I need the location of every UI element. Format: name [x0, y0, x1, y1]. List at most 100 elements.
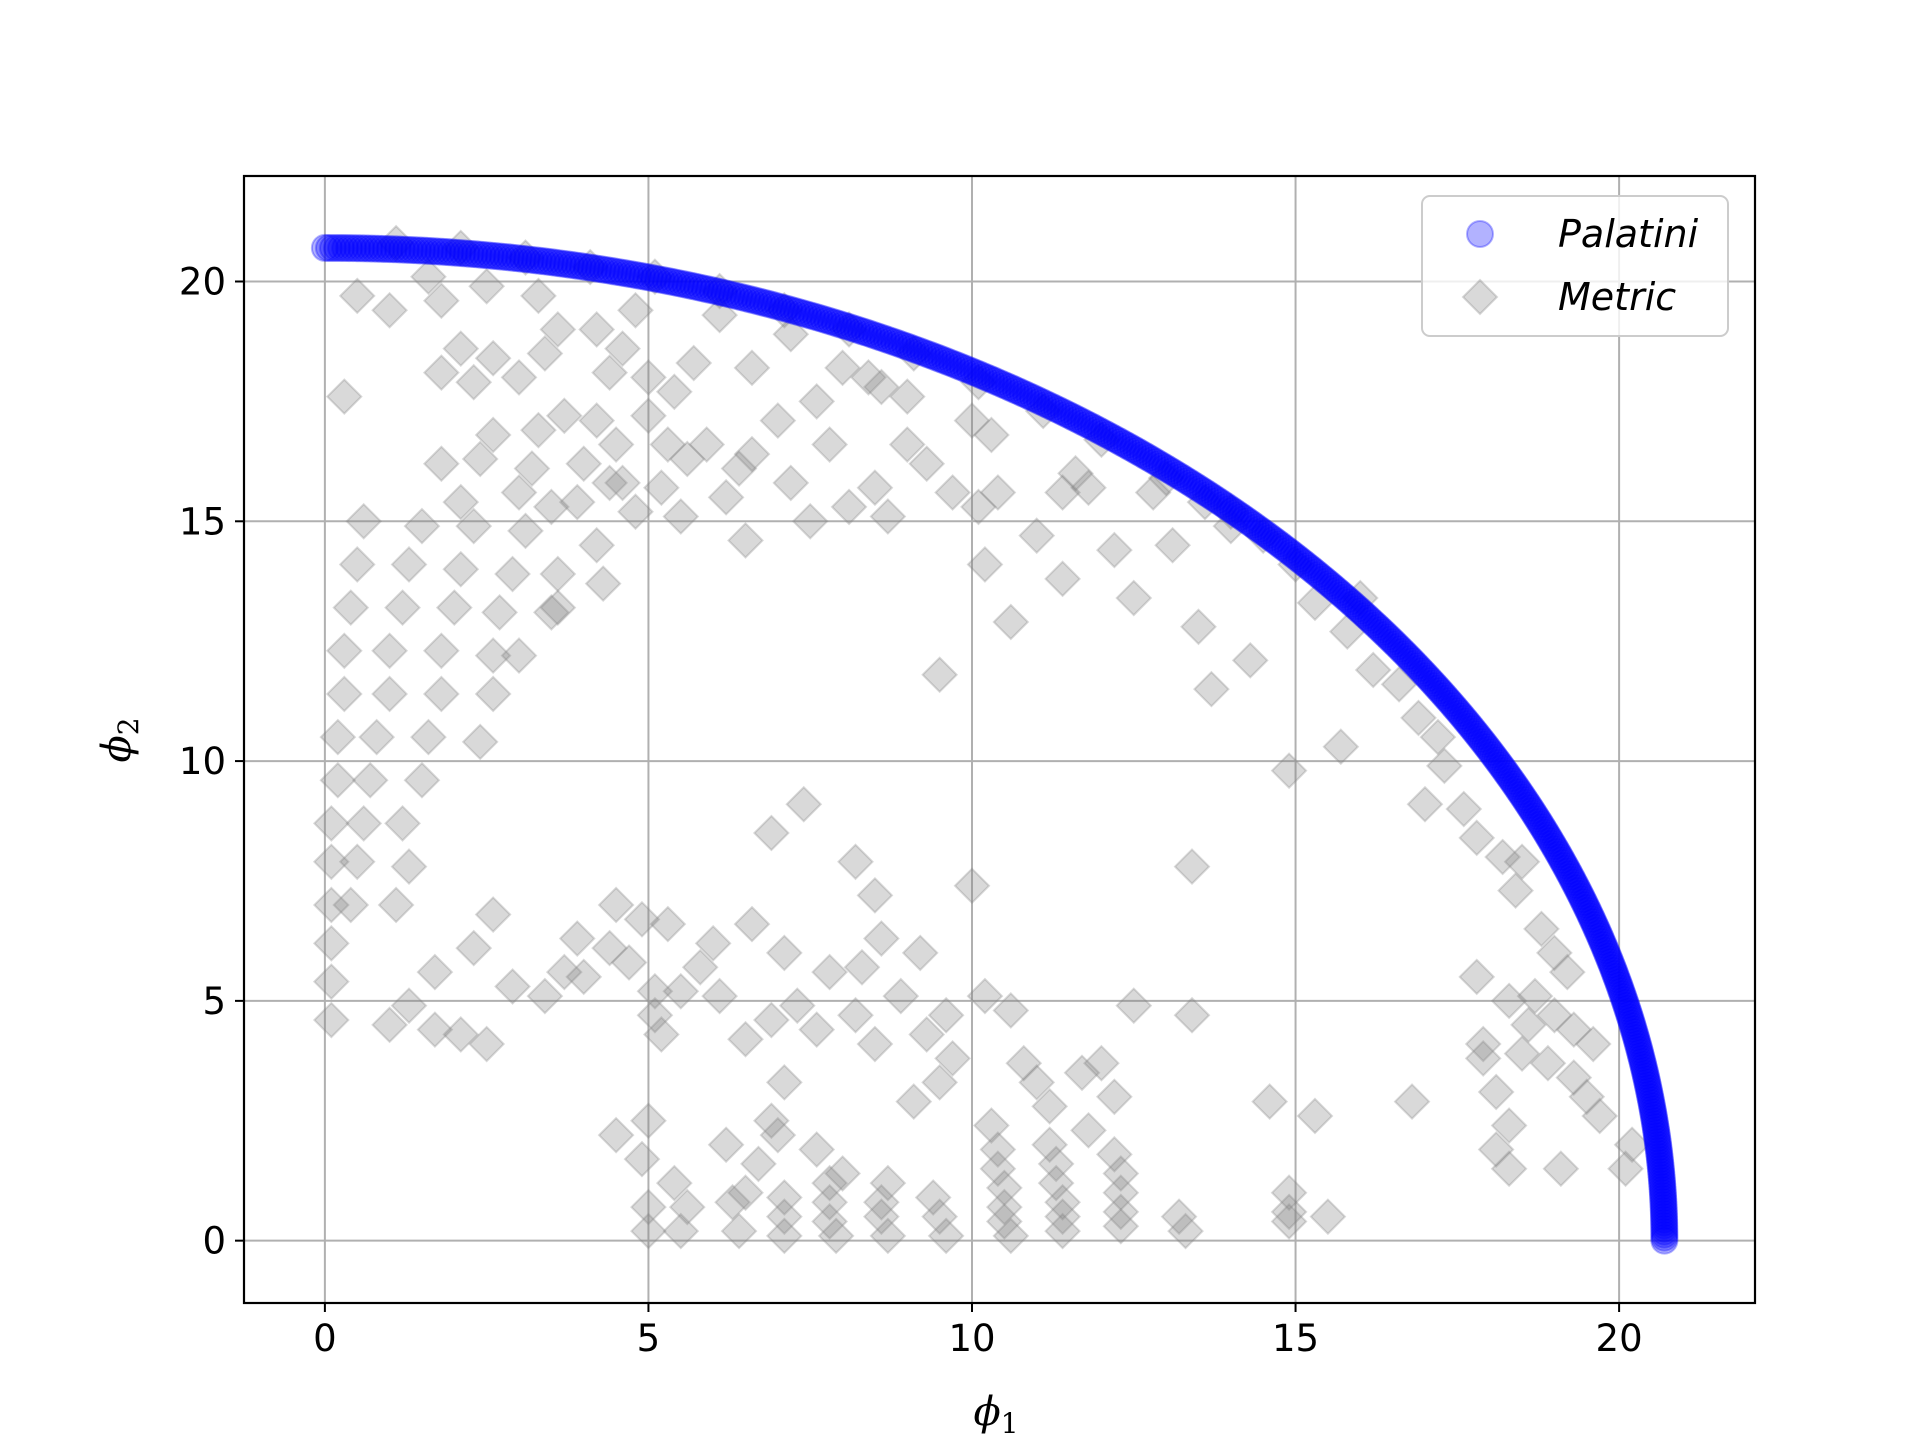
palatini-point: [331, 234, 360, 263]
palatini-point: [592, 256, 621, 285]
palatini-point: [1555, 859, 1584, 888]
palatini-point: [1092, 420, 1121, 449]
palatini-point: [1594, 942, 1623, 971]
metric-point: [992, 603, 1030, 641]
metric-point: [371, 632, 409, 670]
metric-point: [778, 987, 816, 1025]
palatini-point: [1452, 707, 1481, 736]
palatini-point: [1632, 1065, 1661, 1094]
palatini-point: [1575, 899, 1604, 928]
metric-point: [733, 435, 771, 473]
palatini-point: [1122, 436, 1151, 465]
palatini-point: [721, 281, 750, 310]
palatini-point: [1414, 664, 1443, 693]
metric-point: [1535, 996, 1573, 1034]
palatini-point: [1554, 857, 1583, 886]
palatini-point: [963, 359, 992, 388]
metric-point: [384, 805, 421, 842]
metric-point: [1057, 454, 1094, 492]
metric-point: [377, 224, 415, 262]
palatini-point: [1492, 759, 1521, 788]
metric-point: [1031, 1087, 1069, 1125]
palatini-point: [1466, 725, 1495, 754]
metric-point: [992, 1217, 1030, 1255]
metric-point: [720, 1212, 758, 1250]
palatini-point: [763, 292, 792, 321]
palatini-point: [1608, 979, 1637, 1008]
palatini-point: [1480, 743, 1509, 772]
palatini-point: [1265, 530, 1294, 559]
metric-point: [934, 474, 971, 511]
palatini-point: [1584, 919, 1613, 948]
metric-point: [1212, 493, 1250, 531]
metric-point: [403, 761, 441, 799]
palatini-point: [604, 258, 633, 287]
palatini-point: [1052, 400, 1081, 429]
palatini-point: [1032, 390, 1061, 419]
palatini-point: [1018, 383, 1047, 412]
metric-point: [312, 886, 350, 924]
palatini-point: [1008, 379, 1037, 408]
metric-point: [591, 464, 629, 502]
palatini-point: [1245, 515, 1274, 544]
palatini-point: [1633, 1068, 1662, 1097]
metric-point: [1037, 1145, 1075, 1183]
palatini-point: [343, 234, 372, 263]
metric-point: [934, 1040, 971, 1077]
metric-point: [630, 1188, 667, 1226]
palatini-point: [359, 234, 388, 263]
palatini-point: [1620, 1017, 1649, 1046]
metric-point: [377, 886, 415, 924]
palatini-point: [1338, 590, 1367, 619]
metric-point: [390, 987, 428, 1025]
palatini-point: [1309, 565, 1338, 594]
palatini-point: [432, 238, 461, 267]
palatini-point: [756, 290, 785, 319]
palatini-point: [318, 233, 347, 262]
palatini-point: [351, 234, 380, 263]
metric-point: [1063, 1054, 1101, 1092]
metric-point: [630, 359, 667, 396]
palatini-point: [1642, 1118, 1671, 1147]
palatini-point: [1630, 1056, 1659, 1085]
metric-point: [338, 546, 376, 583]
metric-point: [798, 382, 836, 420]
palatini-point: [824, 309, 853, 338]
metric-point: [1484, 838, 1522, 876]
palatini-point: [1059, 403, 1088, 432]
palatini-point: [608, 258, 637, 287]
palatini-point: [1590, 933, 1619, 962]
palatini-point: [1474, 735, 1503, 764]
palatini-point: [456, 239, 485, 268]
metric-point: [526, 335, 564, 372]
metric-point: [1419, 718, 1457, 756]
metric-point: [1024, 392, 1062, 430]
palatini-point: [375, 235, 404, 264]
metric-point: [649, 905, 687, 943]
metric-point: [850, 359, 887, 396]
palatini-point: [1349, 599, 1378, 628]
palatini-point: [835, 313, 864, 342]
palatini-point: [1650, 1211, 1679, 1240]
palatini-point: [1343, 594, 1372, 623]
metric-point: [1555, 1011, 1593, 1049]
palatini-point: [1428, 679, 1457, 708]
palatini-point: [371, 234, 400, 263]
palatini-point: [1540, 832, 1569, 861]
metric-point: [558, 483, 596, 521]
palatini-point: [987, 369, 1016, 398]
palatini-point: [1635, 1079, 1664, 1108]
palatini-point: [1528, 813, 1557, 842]
palatini-point: [540, 248, 569, 277]
palatini-point: [850, 318, 879, 347]
metric-point: [701, 296, 739, 334]
palatini-point: [1482, 745, 1511, 774]
metric-point: [1497, 872, 1534, 909]
palatini-point: [1434, 686, 1463, 715]
palatini-point: [1567, 882, 1596, 911]
palatini-point: [1496, 764, 1525, 793]
palatini-point: [1626, 1038, 1655, 1067]
metric-point: [1464, 1040, 1502, 1077]
metric-point: [960, 363, 997, 401]
